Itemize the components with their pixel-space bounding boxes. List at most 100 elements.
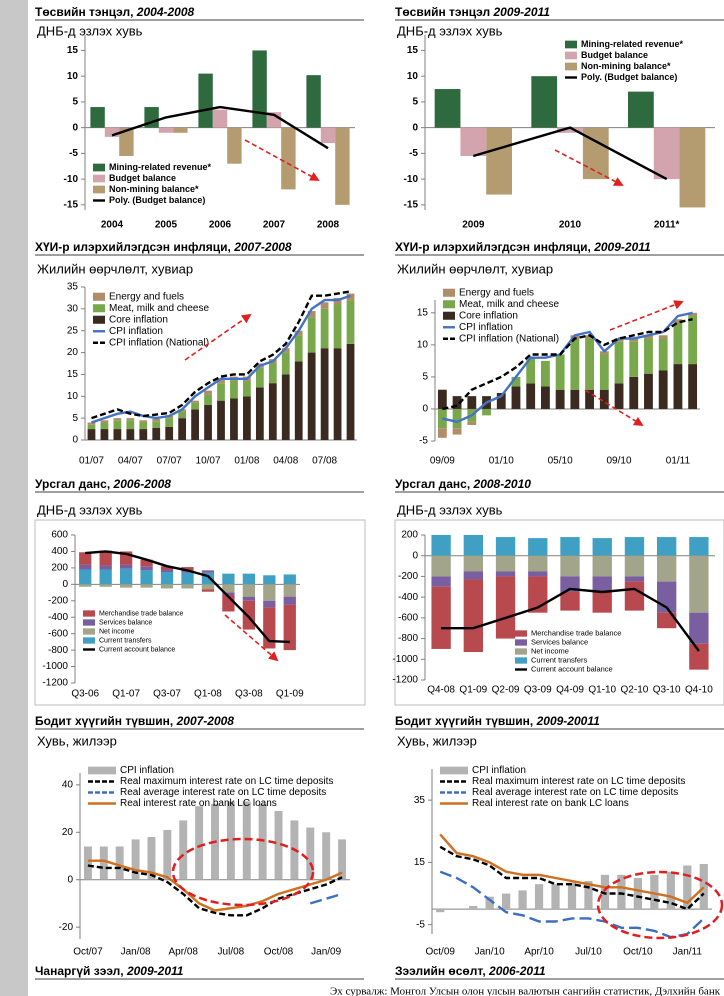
- section-title: Урсгал данс, 2006-2008: [35, 477, 171, 491]
- y-tick-label: 0: [67, 874, 73, 885]
- bar-segment: [120, 568, 133, 585]
- bar: [551, 884, 560, 910]
- bar: [198, 73, 213, 128]
- y-tick-label: -15: [64, 199, 79, 210]
- legend-label: Poly. (Budget balance): [109, 195, 205, 205]
- bar: [320, 127, 336, 144]
- bar-segment: [87, 424, 96, 430]
- bar-segment: [294, 330, 303, 336]
- bar: [104, 127, 120, 137]
- bar-segment: [217, 400, 225, 440]
- x-tick-label: 01/07: [79, 456, 104, 467]
- legend-label: Current transfers: [531, 655, 588, 664]
- x-tick-label: 01/11: [666, 456, 691, 467]
- bar-segment: [526, 357, 536, 384]
- y-tick-label: 10: [407, 71, 419, 82]
- bar-segment: [624, 581, 645, 611]
- bar-segment: [283, 604, 296, 651]
- legend-swatch: [83, 610, 95, 617]
- bar: [83, 846, 92, 880]
- legend-label: Real average interest rate on LC time de…: [472, 787, 678, 798]
- bar-segment: [541, 386, 550, 409]
- bar: [322, 832, 331, 880]
- bar-segment: [281, 348, 290, 353]
- footnote: Эх сурвалж: Монгол Улсын олон улсын валю…: [330, 986, 721, 996]
- bar-segment: [320, 348, 329, 440]
- bar-segment: [283, 574, 296, 585]
- bar-segment: [592, 591, 612, 613]
- y-tick-label: 10: [417, 340, 429, 351]
- y-tick-label: -400: [48, 612, 68, 623]
- legend-label: Net income: [531, 646, 569, 655]
- bar-segment: [585, 389, 594, 409]
- bar: [699, 863, 708, 910]
- title-period: 2009-2011: [126, 964, 184, 978]
- x-tick-label: 10/07: [196, 456, 221, 467]
- bar-segment: [281, 352, 290, 375]
- trend-arrow: [244, 139, 320, 181]
- y-tick-label: 200: [51, 563, 68, 574]
- bar-segment: [585, 338, 594, 390]
- y-tick-label: 0: [412, 550, 418, 561]
- x-tick-label: 2006: [209, 220, 232, 231]
- bar-segment: [242, 584, 255, 597]
- bar-segment: [560, 537, 580, 556]
- bar: [274, 810, 283, 880]
- legend-label: Merchandise trade balance: [99, 610, 184, 617]
- legend-label: Mining-related revenue*: [109, 162, 212, 172]
- charts: Төсвийн тэнцэл, 2004-2008 ДНБ-д эзлэх хув…: [35, 5, 724, 980]
- y-tick-label: -600: [398, 612, 418, 623]
- bar: [617, 874, 626, 910]
- title-period: 2009-2011: [593, 240, 651, 254]
- legend-label: CPI inflation: [459, 322, 513, 333]
- bar-segment: [658, 338, 668, 371]
- bar-segment: [242, 573, 255, 585]
- bar: [147, 837, 156, 880]
- bar-segment: [467, 421, 477, 425]
- section-title: Төсвийн тэнцэл, 2004-2008: [35, 5, 195, 19]
- bar-segment: [79, 584, 92, 587]
- bar: [90, 107, 105, 128]
- bar-segment: [629, 338, 639, 342]
- title-period: 2007-2008: [176, 714, 235, 728]
- x-tick-label: Jul/10: [575, 947, 602, 958]
- x-tick-label: Q4-10: [685, 685, 713, 696]
- legend-swatch: [565, 62, 577, 71]
- bar: [534, 884, 544, 910]
- chart-subtitle: Хувь, жилээр: [397, 733, 477, 748]
- bar-segment: [592, 576, 612, 592]
- bar-segment: [629, 341, 639, 377]
- bar: [227, 127, 242, 164]
- legend-swatch: [93, 304, 105, 313]
- series-line: [91, 294, 351, 424]
- bar-segment: [599, 351, 609, 355]
- bar-segment: [230, 398, 238, 440]
- x-tick-label: 09/09: [430, 456, 455, 467]
- bar-segment: [255, 367, 264, 388]
- bar-segment: [624, 555, 645, 577]
- y-tick-label: -1000: [42, 661, 68, 672]
- bar: [335, 127, 350, 205]
- legend-label: Current account balance: [99, 646, 175, 653]
- bar: [633, 877, 642, 910]
- x-tick-label: Q1-08: [194, 689, 222, 700]
- bar: [281, 127, 296, 190]
- bar-segment: [140, 566, 153, 571]
- bar: [460, 127, 487, 156]
- bar-segment: [307, 352, 316, 440]
- x-tick-label: Oct/08: [264, 947, 294, 958]
- side-strip: [0, 0, 28, 996]
- y-tick-label: 10: [67, 391, 79, 402]
- bar-segment: [242, 596, 255, 601]
- bar-segment: [560, 576, 580, 592]
- title-text: Зээлийн өсөлт,: [395, 964, 489, 978]
- x-tick-label: Oct/10: [623, 947, 653, 958]
- section-title: Зээлийн өсөлт, 2006-2011: [395, 964, 546, 978]
- legend-label: Budget balance: [581, 50, 648, 60]
- y-tick-label: 15: [417, 307, 429, 318]
- x-tick-label: Q3-10: [653, 685, 681, 696]
- bar-segment: [463, 555, 483, 572]
- legend-label: Merchandise trade balance: [531, 628, 621, 637]
- legend-swatch: [515, 639, 527, 646]
